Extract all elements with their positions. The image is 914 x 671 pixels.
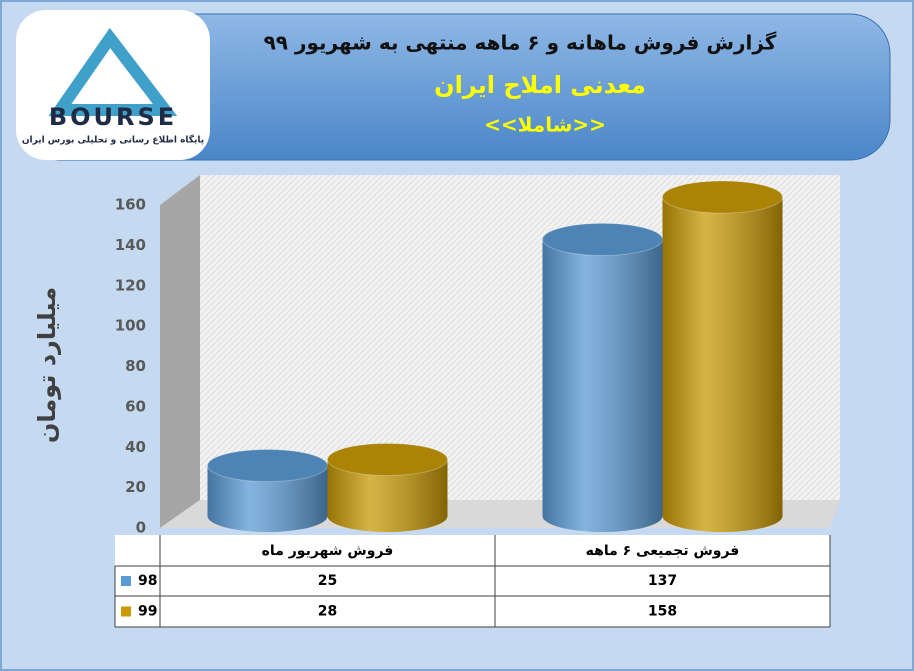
y-tick-label: 100 — [115, 317, 146, 335]
chart-subtitle: معدنی املاح ایران — [434, 71, 646, 99]
bar-top — [327, 442, 448, 476]
logo-box — [16, 10, 210, 160]
logo-name: BOURSE — [49, 103, 177, 131]
bar-top-shade — [662, 181, 783, 214]
y-tick-label: 80 — [125, 357, 146, 375]
legend-swatch — [121, 606, 131, 617]
legend-label: 99 — [138, 604, 157, 620]
y-tick-label: 40 — [125, 438, 146, 456]
chart-title: گزارش فروش ماهانه و ۶ ماهه منتهی به شهری… — [264, 31, 777, 55]
y-tick-label: 120 — [115, 276, 146, 294]
y-tick-label: 140 — [115, 236, 146, 254]
y-tick-label: 60 — [125, 397, 146, 415]
side-wall — [160, 175, 200, 528]
table-value: 28 — [318, 604, 337, 620]
bar-shade — [207, 465, 328, 532]
logo-mark — [48, 27, 178, 116]
legend-swatch — [121, 576, 131, 586]
y-tick-label: 20 — [125, 478, 146, 496]
table-value: 137 — [648, 573, 677, 589]
bar-shade — [662, 197, 783, 532]
bar-top-shade — [542, 223, 663, 256]
x-tick-label: فروش شهریور ماه — [262, 543, 394, 559]
table-value: 158 — [648, 604, 677, 620]
x-tick-label: فروش تجمیعی ۶ ماهه — [586, 543, 740, 559]
y-tick-label: 0 — [136, 519, 146, 537]
bar-shade — [327, 459, 448, 532]
symbol: <<شاملا>> — [484, 113, 606, 137]
bar-shade — [542, 239, 663, 532]
y-axis-label: میلیارد تومان — [33, 287, 61, 443]
data-table — [115, 535, 830, 627]
y-tick-label: 160 — [115, 196, 146, 214]
bar-top-shade — [207, 449, 328, 482]
bar-top — [662, 180, 783, 214]
bar-top-shade — [327, 443, 448, 476]
logo-tagline: پایگاه اطلاع رسانی و تحلیلی بورس ایران — [22, 134, 204, 146]
legend-label: 98 — [138, 573, 157, 589]
table-value: 25 — [318, 573, 337, 589]
